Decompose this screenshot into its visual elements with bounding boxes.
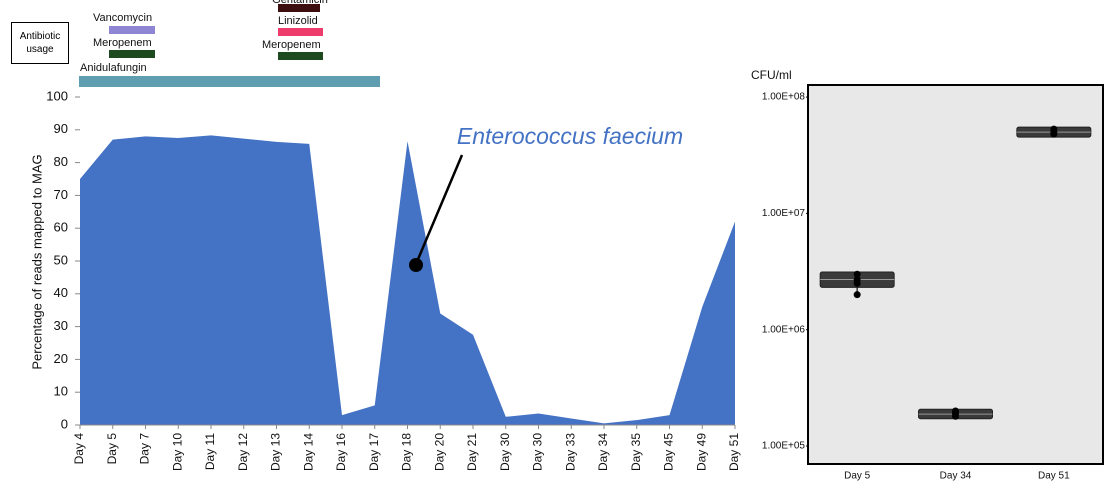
annotation: Enterococcus faecium (457, 123, 683, 149)
point (853, 276, 861, 284)
x-tick-label: Day 10 (170, 433, 184, 471)
x-tick-label: Day 35 (629, 433, 643, 471)
area (80, 135, 735, 425)
x-tick-label: Day 30 (498, 433, 512, 471)
y-axis-label: CFU/ml (751, 68, 792, 82)
y-tick-label: 0 (61, 416, 68, 431)
point (853, 270, 861, 278)
y-tick-label: 1.00E+06 (762, 324, 806, 335)
x-tick-label: Day 51 (727, 433, 741, 471)
x-tick-label: Day 30 (531, 433, 545, 471)
y-tick-label: 10 (54, 384, 68, 399)
y-tick-label: 1.00E+08 (762, 92, 806, 103)
y-tick-label: 50 (54, 252, 68, 267)
y-tick-label: 70 (54, 187, 68, 202)
x-tick-label: Day 51 (1038, 471, 1070, 482)
x-tick-label: Day 17 (367, 433, 381, 471)
y-tick-label: 20 (54, 351, 68, 366)
point (853, 291, 861, 299)
annotation-line (414, 154, 464, 265)
y-tick-label: 60 (54, 220, 68, 235)
antibiotic-title: Antibiotic usage (11, 22, 69, 64)
x-tick-label: Day 18 (400, 433, 414, 471)
x-tick-label: Day 4 (72, 433, 86, 465)
y-tick-label: 40 (54, 285, 68, 300)
x-tick-label: Day 12 (236, 433, 250, 471)
antibiotic-label: Anidulafungin (80, 62, 147, 74)
x-tick-label: Day 14 (301, 433, 315, 471)
y-axis-label: Percentage of reads mapped to MAG (29, 154, 44, 369)
x-tick-label: Day 11 (203, 433, 217, 470)
antibiotic-bar (278, 28, 323, 36)
x-tick-label: Day 5 (844, 471, 871, 482)
x-tick-label: Day 33 (563, 433, 577, 471)
antibiotic-bar (278, 52, 323, 60)
antibiotic-bar (79, 76, 380, 87)
antibiotic-label: Vancomycin (93, 12, 152, 24)
x-tick-label: Day 34 (596, 433, 610, 471)
x-tick-label: Day 45 (662, 433, 676, 471)
x-tick-label: Day 49 (694, 433, 708, 471)
antibiotic-label: Meropenem (262, 39, 321, 51)
x-tick-label: Day 7 (138, 433, 152, 465)
x-tick-label: Day 13 (269, 433, 283, 471)
antibiotic-label: Gentamicin (272, 0, 328, 6)
y-tick-label: 100 (46, 88, 68, 103)
point (1050, 125, 1058, 133)
annotation-dot (409, 258, 423, 272)
antibiotic-label: Linizolid (278, 15, 318, 27)
antibiotic-bar (109, 26, 155, 34)
y-tick-label: 90 (54, 121, 68, 136)
x-tick-label: Day 21 (465, 433, 479, 471)
x-tick-label: Day 20 (432, 433, 446, 471)
antibiotic-bar (278, 4, 320, 12)
y-tick-label: 1.00E+07 (762, 208, 806, 219)
antibiotic-bar (109, 50, 155, 58)
y-tick-label: 1.00E+05 (762, 441, 806, 452)
x-tick-label: Day 16 (334, 433, 348, 471)
antibiotic-label: Meropenem (93, 37, 152, 49)
x-tick-label: Day 34 (940, 471, 972, 482)
x-tick-label: Day 5 (105, 433, 119, 465)
point (952, 407, 959, 415)
y-tick-label: 80 (54, 154, 68, 169)
y-tick-label: 30 (54, 318, 68, 333)
